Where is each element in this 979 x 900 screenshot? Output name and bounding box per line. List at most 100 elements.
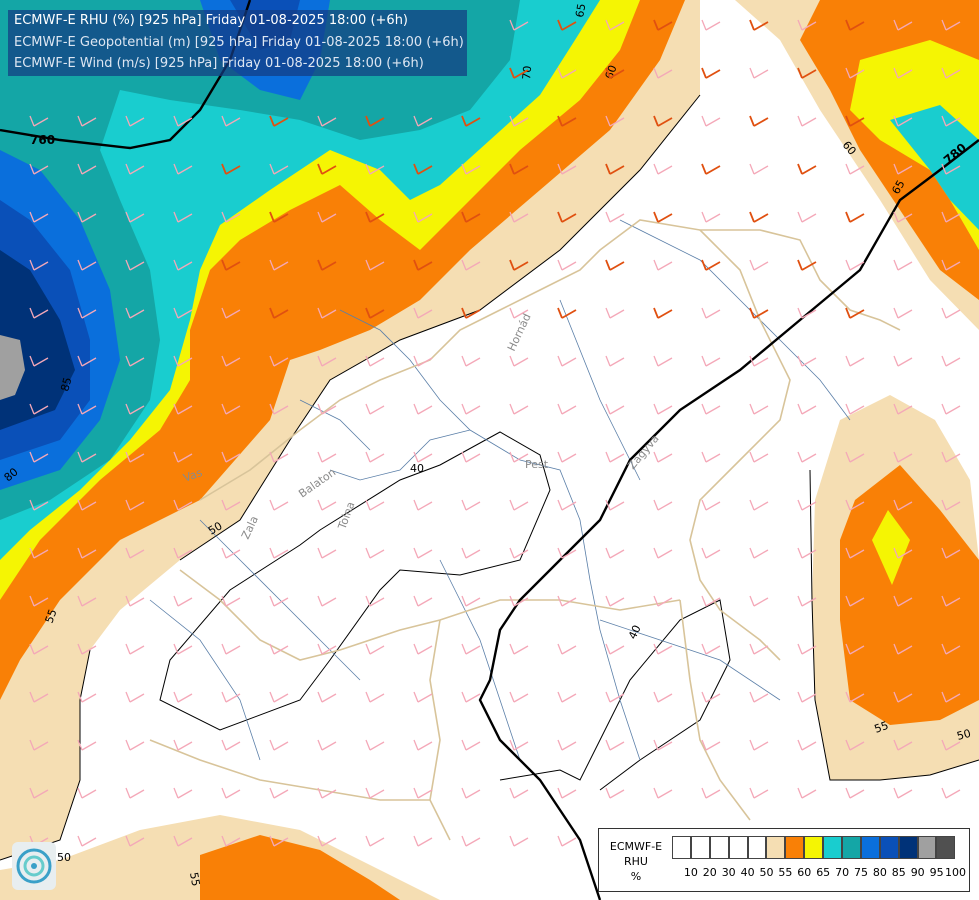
- wind-barb: [797, 739, 817, 751]
- wind-barb: [653, 691, 673, 703]
- wind-barb: [653, 403, 673, 415]
- legend-tick-label: 70: [835, 866, 850, 879]
- wind-barb: [509, 403, 529, 415]
- ecmwf-logo-icon: [12, 842, 56, 890]
- legend-title: ECMWF-E RHU %: [603, 839, 669, 884]
- wind-barb: [749, 451, 769, 463]
- wind-barb: [797, 787, 817, 799]
- wind-barb: [269, 547, 289, 559]
- wind-barb: [29, 451, 49, 463]
- wind-barb: [845, 355, 865, 367]
- wind-barb: [893, 355, 913, 367]
- wind-barb: [893, 67, 913, 79]
- wind-barb: [221, 355, 241, 367]
- wind-barb: [221, 835, 241, 847]
- wind-barb: [845, 499, 865, 511]
- wind-barb: [941, 355, 961, 367]
- wind-barbs: [29, 19, 961, 847]
- wind-barb: [605, 547, 625, 559]
- wind-barb: [173, 259, 193, 271]
- wind-barb: [941, 67, 961, 79]
- wind-barb: [173, 643, 193, 655]
- wind-barb: [701, 739, 721, 751]
- wind-barb: [77, 499, 97, 511]
- wind-barb: [173, 499, 193, 511]
- wind-barb: [365, 499, 385, 511]
- wind-barb: [701, 403, 721, 415]
- wind-barb: [125, 547, 145, 559]
- wind-barb: [461, 307, 481, 319]
- wind-barb: [365, 451, 385, 463]
- wind-barb: [317, 595, 337, 607]
- wind-barb: [797, 691, 817, 703]
- wind-barb: [365, 403, 385, 415]
- wind-barb: [653, 547, 673, 559]
- wind-barb: [845, 211, 865, 223]
- wind-barb: [413, 355, 433, 367]
- wind-barb: [173, 307, 193, 319]
- wind-barb: [77, 451, 97, 463]
- wind-barb: [797, 115, 817, 127]
- wind-barb: [317, 643, 337, 655]
- wind-barb: [29, 595, 49, 607]
- contour-label: 55: [43, 607, 60, 625]
- wind-barb: [221, 259, 241, 271]
- wind-barb: [125, 355, 145, 367]
- geopotential-label: 760: [30, 133, 55, 147]
- wind-barb: [125, 115, 145, 127]
- wind-barb: [941, 451, 961, 463]
- legend-tick-label: 75: [854, 866, 868, 879]
- title-rhu: ECMWF-E RHU (%) [925 hPa] Friday 01-08-2…: [14, 13, 408, 28]
- wind-barb: [797, 19, 817, 31]
- wind-barb: [461, 691, 481, 703]
- wind-barb: [269, 115, 289, 127]
- wind-barb: [29, 355, 49, 367]
- wind-barb: [365, 643, 385, 655]
- legend-swatch: [728, 836, 748, 859]
- legend-variable: RHU: [624, 855, 648, 868]
- wind-barb: [413, 307, 433, 319]
- wind-barb: [797, 355, 817, 367]
- legend-swatch: [823, 836, 843, 859]
- wind-barb: [557, 835, 577, 847]
- wind-barb: [797, 211, 817, 223]
- legend-swatch: [936, 836, 956, 859]
- legend-swatch: [879, 836, 899, 859]
- wind-barb: [461, 259, 481, 271]
- wind-barb: [365, 547, 385, 559]
- wind-barb: [509, 787, 529, 799]
- legend-tick-label: 10: [683, 866, 698, 879]
- wind-barb: [701, 163, 721, 175]
- wind-barb: [701, 787, 721, 799]
- wind-barb: [365, 787, 385, 799]
- wind-barb: [653, 211, 673, 223]
- wind-barb: [701, 547, 721, 559]
- wind-barb: [845, 115, 865, 127]
- legend-ticks: 10 20 30 40 50 55 60 65 70 75 80 85 90 95 100: [672, 866, 972, 882]
- wind-barb: [893, 499, 913, 511]
- wind-barb: [413, 163, 433, 175]
- wind-barb: [317, 835, 337, 847]
- legend-swatch: [785, 836, 805, 859]
- wind-barb: [893, 547, 913, 559]
- borders: [149, 219, 901, 841]
- wind-barb: [221, 499, 241, 511]
- wind-barb: [317, 739, 337, 751]
- wind-barb: [557, 19, 577, 31]
- contour-label: 40: [626, 623, 644, 641]
- wind-barb: [29, 211, 49, 223]
- wind-barb: [701, 499, 721, 511]
- wind-barb: [653, 259, 673, 271]
- wind-barb: [701, 115, 721, 127]
- wind-barb: [317, 403, 337, 415]
- wind-barb: [701, 211, 721, 223]
- wind-barb: [269, 259, 289, 271]
- wind-barb: [125, 595, 145, 607]
- wind-barb: [269, 691, 289, 703]
- wind-barb: [509, 115, 529, 127]
- wind-barb: [317, 499, 337, 511]
- wind-barb: [413, 403, 433, 415]
- wind-barb: [701, 67, 721, 79]
- wind-barb: [173, 451, 193, 463]
- wind-barb: [413, 595, 433, 607]
